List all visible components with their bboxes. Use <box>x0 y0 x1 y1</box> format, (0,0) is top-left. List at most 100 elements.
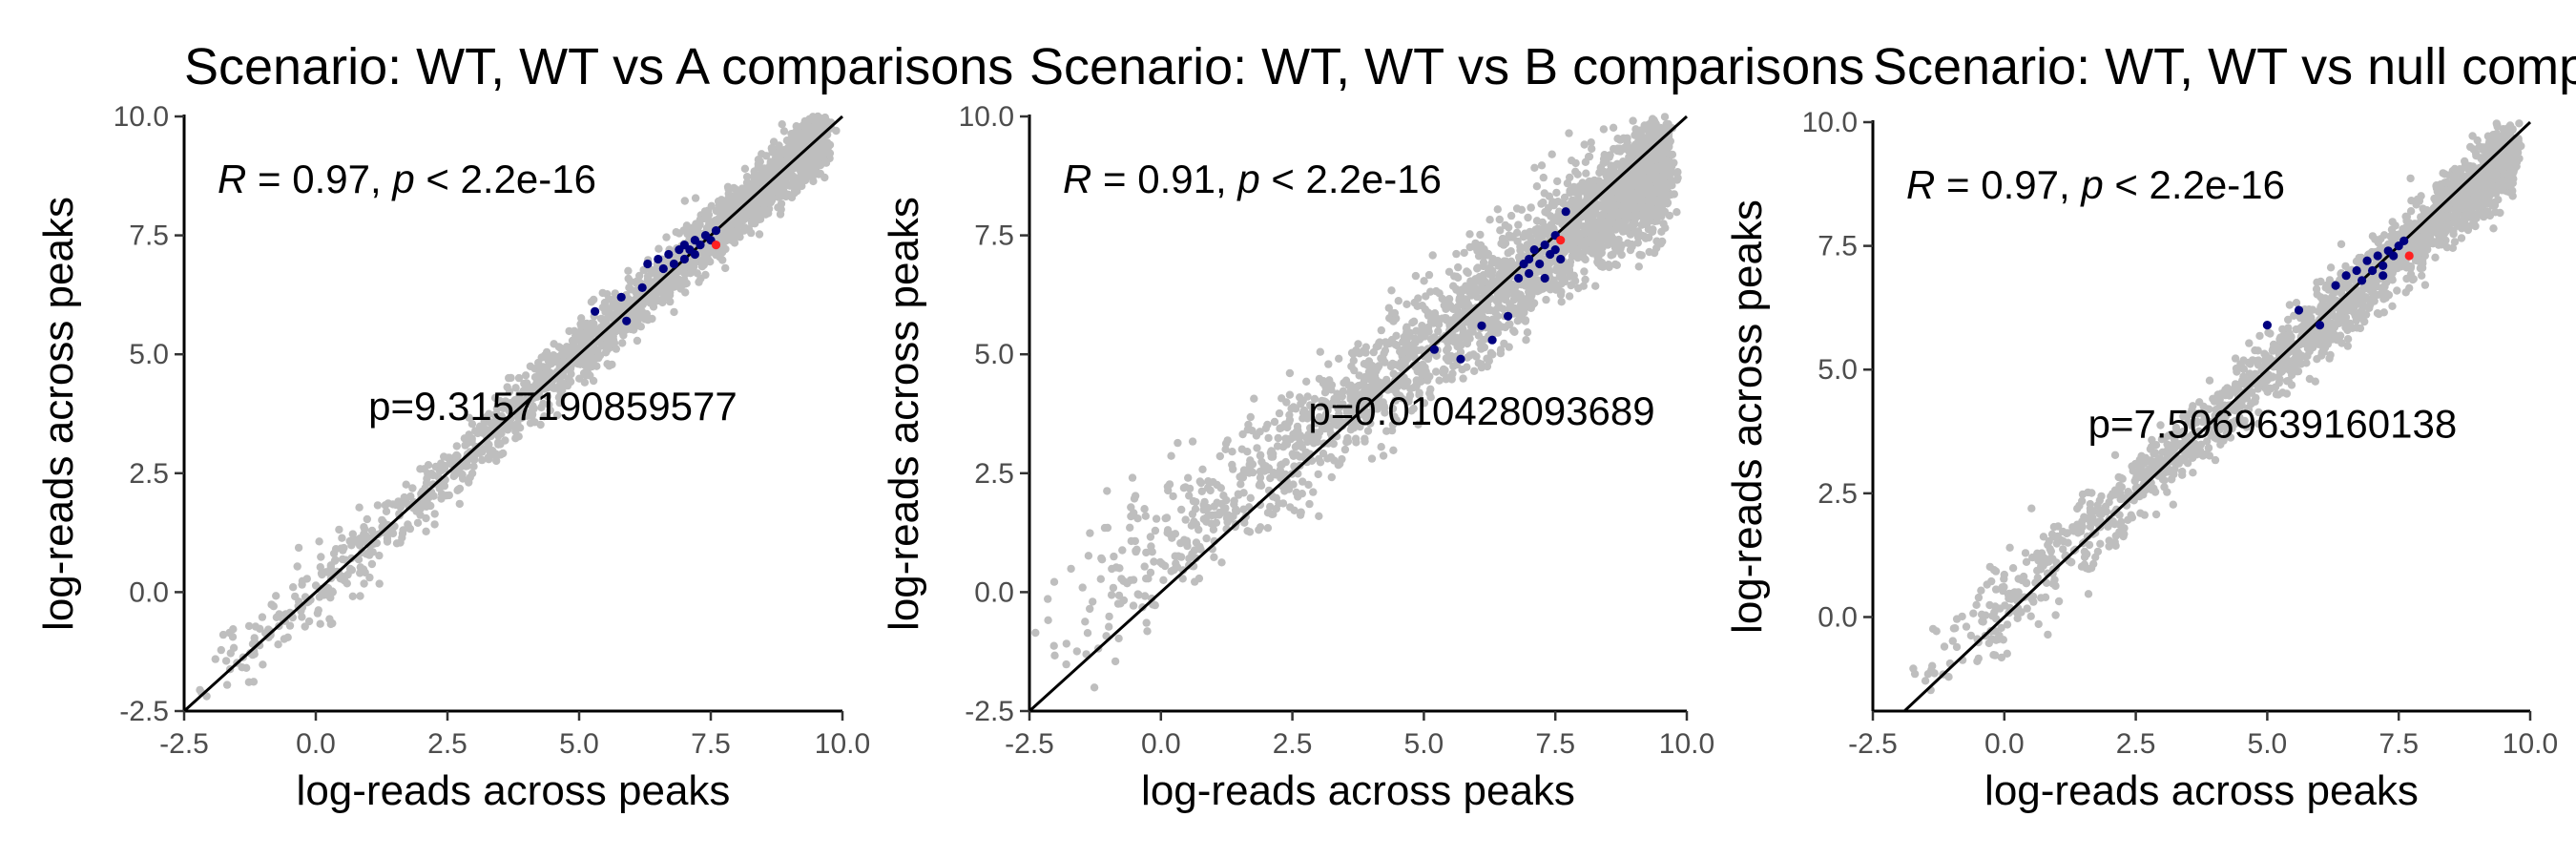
cloud-point <box>1388 420 1398 430</box>
cloud-point <box>1580 140 1589 149</box>
cloud-point <box>1574 216 1583 225</box>
cloud-point <box>218 630 228 639</box>
cloud-point <box>608 360 616 369</box>
cloud-point <box>1415 390 1423 399</box>
cloud-point <box>1114 634 1123 643</box>
cloud-point <box>511 434 520 443</box>
cloud-point <box>1596 262 1606 271</box>
y-tick-label: 10.0 <box>114 101 169 133</box>
cloud-point <box>326 619 335 629</box>
cloud-point <box>644 274 653 283</box>
cloud-point <box>1356 422 1364 431</box>
cloud-point <box>683 230 692 239</box>
cloud-point <box>365 551 374 559</box>
cloud-point <box>1516 291 1526 300</box>
cloud-point <box>1342 438 1351 447</box>
cloud-point <box>1424 270 1434 280</box>
cloud-point <box>294 543 303 553</box>
cloud-point <box>1652 237 1662 246</box>
cloud-point <box>1652 186 1660 195</box>
cloud-point <box>1542 295 1550 304</box>
x-tick-label: 2.5 <box>1273 728 1313 760</box>
cloud-point <box>1553 177 1562 186</box>
cloud-point <box>1414 376 1423 386</box>
cloud-point <box>1506 320 1514 328</box>
cloud-point <box>1389 369 1398 378</box>
y-tick-label: 2.5 <box>974 458 1014 490</box>
cloud-point <box>1622 192 1631 200</box>
chart-panel-2: -2.5 0.0 2.5 5.0 7.5 10.0-2.50.02.55.07.510.0… <box>881 38 1864 814</box>
cloud-point <box>1237 445 1247 453</box>
cloud-point <box>1477 345 1485 353</box>
cloud-point <box>540 412 549 421</box>
cloud-point <box>1311 436 1319 445</box>
cloud-point <box>1470 241 1480 250</box>
cloud-point <box>1470 367 1479 375</box>
cloud-point <box>1090 683 1099 692</box>
cloud-point <box>577 314 586 323</box>
cloud-point <box>1044 616 1052 624</box>
cloud-point <box>624 266 633 275</box>
cloud-point <box>1155 557 1165 567</box>
cloud-point <box>782 136 792 145</box>
cloud-point <box>1250 394 1258 403</box>
cloud-point <box>1361 343 1371 351</box>
cloud-point <box>1152 514 1161 523</box>
y-tick-label: 0.0 <box>974 576 1014 608</box>
cloud-point <box>1196 478 1206 488</box>
cloud-point <box>1616 160 1626 169</box>
cloud-point <box>653 288 661 297</box>
cloud-point <box>348 592 357 600</box>
cloud-point <box>1184 473 1193 482</box>
cloud-point <box>791 128 800 136</box>
cloud-point <box>1117 575 1126 583</box>
cloud-point <box>1633 239 1643 247</box>
cloud-point <box>1304 480 1313 490</box>
cloud-point <box>1452 284 1461 293</box>
cloud-point <box>1256 428 1264 436</box>
cloud-point <box>790 139 800 148</box>
cloud-point <box>267 600 276 609</box>
cloud-point <box>316 619 324 628</box>
cloud-point <box>1404 397 1413 406</box>
cloud-point <box>691 194 700 202</box>
cloud-point <box>1494 298 1503 306</box>
cloud-point <box>1491 308 1500 317</box>
cloud-point <box>1389 446 1398 454</box>
cloud-point <box>1586 206 1594 215</box>
cloud-point <box>1660 156 1669 165</box>
cloud-point <box>469 462 478 471</box>
cloud-point <box>1402 300 1411 308</box>
cloud-point <box>596 314 606 324</box>
cloud-point <box>778 120 786 129</box>
cloud-point <box>534 361 543 370</box>
correlation-stat: R = 0.91, p < 2.2e-16 <box>1063 157 1442 201</box>
cloud-point <box>1469 318 1479 326</box>
y-tick-label: 7.5 <box>129 220 169 252</box>
cloud-point <box>820 150 829 158</box>
cloud-point <box>494 450 504 459</box>
highlight-series-2 <box>1556 236 1566 245</box>
stat-r-value: 0.97 <box>292 157 370 201</box>
cloud-point <box>1449 362 1458 370</box>
cloud-point <box>1506 300 1514 308</box>
cloud-point <box>1323 454 1332 463</box>
cloud-point <box>597 324 606 332</box>
cloud-point <box>640 315 650 324</box>
cloud-point <box>1126 523 1134 532</box>
cloud-point <box>1261 424 1271 432</box>
cloud-point <box>1190 546 1199 555</box>
cloud-point <box>1309 488 1318 496</box>
cloud-point <box>1637 251 1646 260</box>
cloud-point <box>728 220 737 229</box>
cloud-point <box>1463 363 1471 371</box>
cloud-point <box>794 180 802 190</box>
cloud-point <box>461 441 469 450</box>
cloud-point <box>1323 406 1332 415</box>
cloud-point <box>796 173 804 181</box>
cloud-point <box>1049 577 1059 586</box>
cloud-point <box>317 553 325 561</box>
stat-r-value: 0.91 <box>1137 157 1215 201</box>
cloud-point <box>1560 193 1569 202</box>
